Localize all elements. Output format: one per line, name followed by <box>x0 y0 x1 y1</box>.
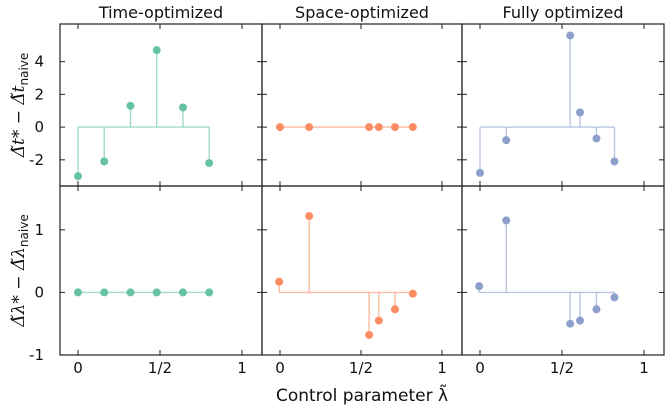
stem-point-r0-c1-1 <box>305 123 314 132</box>
y-tick-label-r1-0: 1 <box>34 221 44 239</box>
y-tick-label-r0-0: 4 <box>34 53 44 71</box>
stem-point-r0-c0-0 <box>74 172 82 181</box>
x-tick-label-c1-0: 0 <box>275 359 285 377</box>
panel-r0-c0 <box>59 23 263 187</box>
stem-point-r0-c0-5 <box>205 159 214 168</box>
panel-title-1: Space-optimized <box>295 3 429 22</box>
x-tick-label-c2-1: 1/2 <box>550 359 574 377</box>
stem-point-r0-c1-4 <box>391 123 400 132</box>
panel-title-0: Time-optimized <box>98 3 223 22</box>
stem-point-r0-c1-5 <box>408 123 417 132</box>
stem-point-r1-c0-3 <box>152 288 161 297</box>
stem-point-r0-c0-3 <box>152 46 161 55</box>
stem-point-r1-c1-2 <box>365 330 374 339</box>
stem-point-r1-c2-1 <box>502 216 511 225</box>
panel-frame-r0-c1 <box>261 23 463 187</box>
stem-point-r0-c2-2 <box>566 31 575 40</box>
stem-point-r0-c0-1 <box>100 157 109 166</box>
stem-point-r1-c0-2 <box>126 288 135 297</box>
stem-point-r1-c2-0 <box>475 282 484 291</box>
stem-point-r0-c1-2 <box>365 123 374 132</box>
y-tick-label-r0-2: 0 <box>34 118 44 136</box>
stem-point-r1-c0-0 <box>74 288 82 297</box>
stem-point-r1-c0-4 <box>178 288 187 297</box>
panel-r0-c2 <box>461 23 665 187</box>
stem-point-r1-c1-0 <box>275 277 284 286</box>
stem-point-r1-c0-5 <box>205 288 214 297</box>
x-tick-label-c0-2: 1 <box>237 359 247 377</box>
stem-point-r1-c1-1 <box>305 212 314 221</box>
y-axis-label-r0: Δ̃t* − Δ̃tnaive <box>9 53 31 159</box>
x-tick-label-c1-1: 1/2 <box>349 359 373 377</box>
panel-title-2: Fully optimized <box>502 3 623 22</box>
stem-point-r1-c1-5 <box>408 289 417 298</box>
x-tick-label-c0-1: 1/2 <box>148 359 172 377</box>
stem-point-r1-c1-4 <box>391 305 400 314</box>
stem-point-r0-c2-1 <box>502 136 511 145</box>
stem-point-r0-c0-4 <box>178 103 187 112</box>
panel-frame-r1-c1 <box>261 185 463 356</box>
x-tick-label-c1-2: 1 <box>437 359 447 377</box>
y-tick-label-r1-2: -1 <box>29 346 44 364</box>
stem-point-r1-c2-2 <box>566 319 575 328</box>
stem-point-r1-c2-5 <box>610 293 619 302</box>
panel-frame-r1-c2 <box>461 185 665 356</box>
stem-point-r0-c2-5 <box>610 157 619 166</box>
panel-r0-c1 <box>261 23 463 187</box>
x-tick-label-c2-2: 1 <box>639 359 649 377</box>
stem-point-r0-c0-2 <box>126 101 135 110</box>
panel-r1-c0 <box>59 185 263 356</box>
stem-point-r1-c0-1 <box>100 288 109 297</box>
panel-r1-c2 <box>461 185 665 356</box>
panel-frame-r0-c2 <box>461 23 665 187</box>
y-axis-label-r1: Δ̃λ* − Δ̃λnaive <box>9 214 31 327</box>
x-tick-label-c0-0: 0 <box>73 359 83 377</box>
stem-point-r1-c2-3 <box>576 316 585 325</box>
stem-point-r0-c2-4 <box>592 134 601 143</box>
stem-point-r0-c1-3 <box>374 123 383 132</box>
panel-r1-c1 <box>261 185 463 356</box>
x-tick-label-c2-0: 0 <box>475 359 485 377</box>
stem-point-r0-c2-0 <box>476 168 484 177</box>
stem-point-r1-c1-3 <box>374 316 383 325</box>
panel-frame-r1-c0 <box>59 185 263 356</box>
y-tick-label-r0-1: 2 <box>34 85 44 103</box>
y-tick-label-r0-3: -2 <box>29 151 44 169</box>
panel-frame-r0-c0 <box>59 23 263 187</box>
stem-point-r0-c2-3 <box>576 108 585 117</box>
stem-point-r1-c2-4 <box>592 305 601 314</box>
x-axis-label: Control parameter λ̃ <box>276 384 448 406</box>
y-tick-label-r1-1: 0 <box>34 283 44 301</box>
stem-point-r0-c1-0 <box>276 123 284 132</box>
